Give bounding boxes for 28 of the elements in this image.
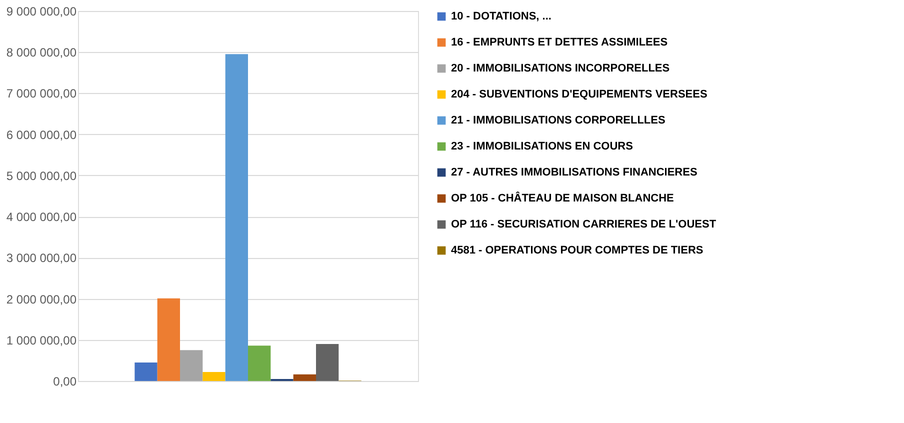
y-tick-label: 4 000 000,00 — [6, 210, 77, 224]
bar — [180, 350, 203, 381]
bar — [316, 344, 339, 381]
y-tick-label: 3 000 000,00 — [6, 251, 77, 266]
bar — [248, 346, 271, 381]
bar — [202, 372, 226, 381]
bar — [157, 298, 180, 381]
y-tick-label: 8 000 000,00 — [6, 46, 77, 60]
bar — [225, 54, 248, 381]
bar — [293, 374, 316, 381]
legend-label: 27 - AUTRES IMMOBILISATIONS FINANCIERES — [451, 166, 698, 178]
y-tick-label: 7 000 000,00 — [6, 86, 77, 101]
legend-label: 204 - SUBVENTIONS D'EQUIPEMENTS VERSEES — [451, 88, 708, 100]
y-tick-label: 1 000 000,00 — [6, 333, 77, 348]
legend-label: 21 - IMMOBILISATIONS CORPORELLLES — [451, 114, 666, 126]
bar — [134, 362, 158, 381]
y-tick-label: 5 000 000,00 — [6, 168, 77, 183]
legend-label: OP 116 - SECURISATION CARRIERES DE L'OUEST — [451, 218, 716, 230]
legend-label: 10 - DOTATIONS, ... — [451, 10, 552, 22]
y-tick-label: 0,00 — [53, 374, 77, 388]
legend-label: OP 105 - CHÂTEAU DE MAISON BLANCHE — [451, 192, 674, 204]
y-tick-label: 2 000 000,00 — [6, 292, 77, 306]
legend-label: 23 - IMMOBILISATIONS EN COURS — [451, 140, 633, 152]
y-tick-label: 6 000 000,00 — [6, 128, 77, 142]
legend-label: 20 - IMMOBILISATIONS INCORPORELLES — [451, 62, 670, 74]
y-tick-label: 9 000 000,00 — [6, 4, 77, 18]
legend-label: 4581 - OPERATIONS POUR COMPTES DE TIERS — [451, 244, 704, 256]
legend-label: 16 - EMPRUNTS ET DETTES ASSIMILEES — [451, 36, 668, 48]
